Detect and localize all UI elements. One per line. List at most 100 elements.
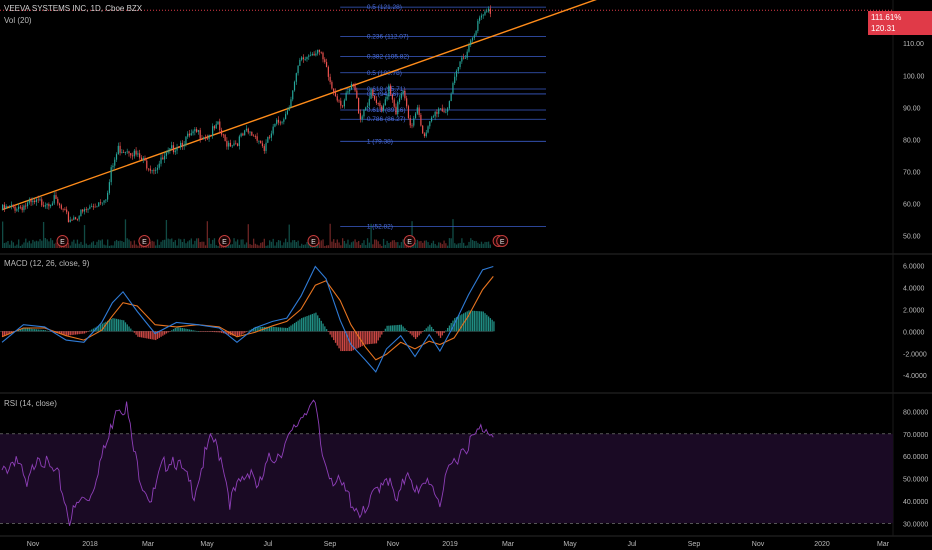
- macd-axis-tick: -4.0000: [903, 373, 927, 380]
- macd-histogram-bar: [454, 318, 456, 332]
- candle-body: [236, 143, 239, 146]
- last-price-value: 120.31: [871, 24, 896, 33]
- macd-histogram-bar: [493, 321, 495, 332]
- candle-body: [333, 88, 335, 93]
- candle-body: [222, 134, 224, 136]
- candle-body: [311, 53, 313, 56]
- volume-bar: [477, 242, 479, 248]
- rsi-axis-tick: 60.0000: [903, 454, 928, 461]
- volume-bar: [18, 239, 20, 248]
- candle-body: [96, 206, 98, 208]
- volume-bar: [206, 221, 208, 248]
- volume-bar: [411, 221, 413, 248]
- macd-histogram-bar: [105, 321, 107, 332]
- macd-histogram-bar: [270, 326, 273, 332]
- volume-bar: [188, 240, 191, 248]
- candle-body: [272, 126, 274, 134]
- volume-bar: [340, 245, 342, 248]
- macd-line: [1, 265, 494, 373]
- volume-bar: [452, 219, 454, 248]
- candle-body: [455, 70, 458, 77]
- macd-histogram-bar: [420, 331, 422, 334]
- volume-bar: [197, 238, 200, 248]
- volume-bar: [418, 241, 420, 248]
- earnings-marker: [496, 235, 509, 247]
- macd-histogram-bar: [375, 331, 378, 344]
- volume-bar: [459, 242, 461, 248]
- candle-body: [306, 56, 308, 60]
- volume-bar: [354, 239, 356, 248]
- price-axis-tick: 60.00: [903, 201, 921, 208]
- macd-histogram-bar: [279, 327, 281, 332]
- macd-histogram-bar: [121, 319, 123, 332]
- candle-body: [196, 129, 198, 132]
- candle-body: [16, 209, 18, 211]
- macd-histogram-bar: [169, 331, 171, 332]
- macd-histogram-bar: [430, 326, 433, 332]
- volume-bar: [204, 245, 207, 248]
- macd-histogram-bar: [308, 315, 310, 332]
- volume-bar: [160, 241, 162, 248]
- volume-bar: [119, 240, 121, 248]
- candle-body: [487, 8, 490, 12]
- volume-bar: [196, 238, 198, 248]
- volume-bar: [265, 245, 267, 248]
- volume-bar: [229, 244, 232, 248]
- macd-histogram-bar: [73, 331, 75, 335]
- macd-histogram-bar: [334, 331, 337, 343]
- volume-bar: [19, 245, 22, 248]
- earnings-marker-label: E: [222, 239, 227, 246]
- candle-body: [258, 140, 260, 142]
- macd-histogram-bar: [443, 331, 445, 333]
- candle-body: [450, 93, 452, 102]
- volume-bar: [450, 238, 452, 248]
- volume-bar: [487, 241, 490, 248]
- macd-histogram-bar: [350, 331, 353, 352]
- macd-histogram-bar: [226, 331, 228, 335]
- macd-histogram-bar: [178, 327, 180, 332]
- macd-histogram-bar: [391, 325, 394, 332]
- volume-bar: [263, 238, 265, 248]
- candle-body: [126, 151, 128, 153]
- candle-body: [85, 209, 87, 210]
- volume-bar: [133, 240, 136, 248]
- candle-body: [464, 57, 466, 59]
- macd-histogram-bar: [390, 325, 392, 332]
- macd-histogram-bar: [397, 324, 399, 332]
- volume-bar: [37, 241, 39, 248]
- macd-histogram-bar: [471, 310, 474, 332]
- candle-body: [105, 199, 107, 201]
- candle-body: [206, 138, 208, 140]
- volume-bar: [5, 242, 7, 248]
- volume-bar: [201, 241, 203, 248]
- volume-bar: [320, 240, 322, 248]
- volume-bar: [174, 240, 176, 248]
- fib-level-label: 0.236 (112.07): [367, 34, 409, 41]
- macd-histogram-bar: [197, 331, 200, 332]
- candle-body: [299, 59, 301, 66]
- macd-histogram-bar: [30, 328, 32, 332]
- candle-body: [283, 119, 285, 122]
- macd-histogram-bar: [89, 330, 91, 332]
- macd-histogram-bar: [108, 319, 111, 332]
- volume-bar: [299, 245, 301, 248]
- candle-body: [459, 61, 461, 68]
- macd-histogram-bar: [176, 326, 178, 332]
- macd-histogram-bar: [416, 331, 419, 338]
- fib-level-label: 0.5 (100.78): [367, 70, 402, 77]
- volume-bar: [352, 241, 354, 248]
- price-axis-tick: 50.00: [903, 233, 921, 240]
- candle-body: [180, 142, 182, 148]
- volume-bar: [277, 240, 280, 248]
- candle-body: [308, 55, 310, 57]
- rsi-axis-tick: 50.0000: [903, 477, 928, 484]
- candle-body: [242, 133, 244, 136]
- candle-body: [76, 218, 78, 220]
- volume-bar: [85, 243, 87, 248]
- candle-body: [479, 17, 481, 21]
- candle-body: [146, 160, 148, 169]
- volume-bar: [55, 242, 57, 248]
- macd-histogram-bar: [438, 331, 440, 336]
- volume-bar: [151, 240, 153, 248]
